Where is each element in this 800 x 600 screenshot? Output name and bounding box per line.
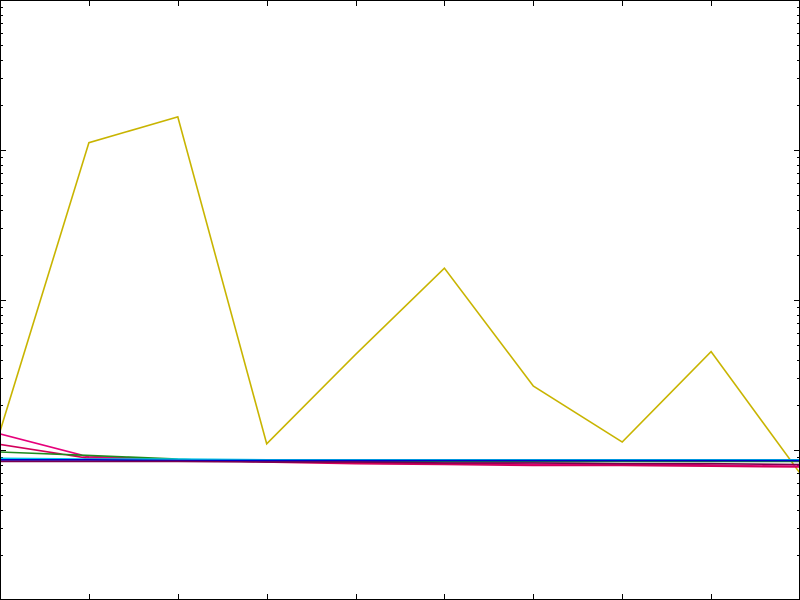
series-line-5: [0, 457, 800, 461]
series-lines: [0, 115, 800, 474]
series-line-6: [0, 458, 800, 462]
series-line-1: [0, 115, 800, 474]
series-line-7: [0, 460, 800, 466]
